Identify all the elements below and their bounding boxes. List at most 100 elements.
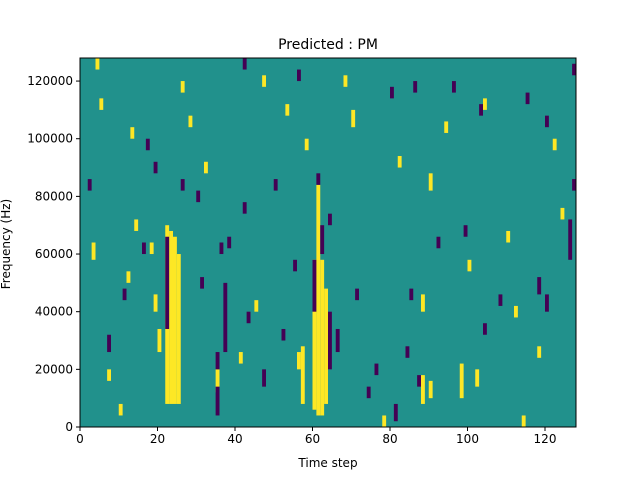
heatmap-cell-high: [238, 352, 243, 364]
heatmap-cell-low: [219, 242, 224, 255]
heatmap-cell-high: [475, 369, 480, 387]
heatmap-cell-low: [545, 294, 549, 312]
heatmap-cell-low: [390, 86, 394, 99]
heatmap-cell-high: [297, 352, 301, 370]
heatmap-cell-low: [355, 288, 359, 301]
heatmap-cell-low: [165, 236, 170, 329]
heatmap-cell-high: [514, 305, 518, 318]
heatmap-cell-low: [417, 375, 421, 387]
heatmap-cell-high: [421, 294, 425, 312]
heatmap-cell-low: [483, 323, 487, 335]
heatmap-cell-high: [552, 138, 557, 151]
x-tick-label: 120: [534, 432, 557, 446]
heatmap-cell-high: [153, 294, 158, 312]
heatmap-cell-low: [107, 334, 111, 353]
heatmap-cell-high: [149, 242, 154, 255]
heatmap-cell-high: [320, 259, 325, 416]
heatmap-cell-low: [498, 294, 503, 306]
heatmap-cell-low: [246, 311, 251, 324]
heatmap-cell-low: [312, 259, 317, 312]
heatmap-cell-high: [421, 375, 425, 404]
heatmap-cell-low: [122, 288, 127, 301]
heatmap-cell-high: [107, 369, 111, 381]
heatmap-cell-high: [99, 98, 104, 110]
heatmap-cell-high: [134, 219, 139, 231]
x-tick-label: 60: [305, 432, 320, 446]
heatmap-cell-low: [215, 352, 220, 370]
y-tick-label: 60000: [35, 247, 73, 261]
heatmap-cell-low: [196, 190, 201, 203]
heatmap-cell-low: [537, 277, 542, 295]
heatmap-cell-high: [304, 138, 309, 151]
heatmap-cell-high: [521, 415, 526, 427]
heatmap-cell-high: [126, 271, 131, 283]
heatmap-cell-low: [293, 259, 297, 272]
heatmap-cell-high: [506, 230, 511, 243]
heatmap-cell-high: [351, 109, 356, 128]
heatmap-cell-low: [436, 236, 441, 249]
heatmap-cell-high: [254, 300, 259, 312]
heatmap-cell-high: [483, 98, 487, 110]
heatmap-cell-high: [118, 403, 123, 416]
heatmap-cell-high: [204, 161, 208, 174]
heatmap-cell-low: [320, 225, 325, 255]
heatmap-cell-high: [428, 173, 433, 191]
heatmap-cell-high: [316, 184, 321, 416]
heatmap-cell-high: [459, 363, 464, 399]
heatmap-cell-low: [374, 363, 379, 376]
x-tick-label: 40: [227, 432, 242, 446]
heatmap-cell-low: [393, 403, 398, 422]
y-axis: 0 20000 40000 60000 80000 100000 120000: [27, 74, 80, 434]
heatmap-cell-high: [382, 415, 387, 427]
heatmap-cell-low: [242, 202, 247, 214]
y-axis-label: Frequency (Hz): [0, 199, 13, 290]
heatmap-cell-high: [312, 259, 317, 410]
x-tick-label: 100: [456, 432, 479, 446]
x-tick-label: 20: [150, 432, 165, 446]
heatmap-cell-low: [405, 346, 410, 358]
heatmap-cell-low: [463, 225, 468, 237]
heatmap-cell-low: [572, 63, 576, 76]
heatmap-cell-high: [324, 288, 328, 404]
heatmap-cell-high: [188, 115, 193, 128]
chart-title: Predicted : PM: [278, 37, 378, 53]
y-tick-label: 120000: [27, 74, 73, 88]
heatmap-cell-low: [409, 288, 414, 301]
heatmap-cell-low: [87, 179, 92, 191]
heatmap-cell-low: [281, 328, 286, 341]
heatmap-cell-high: [444, 121, 449, 133]
heatmap-cell-high: [157, 328, 162, 353]
heatmap-cell-low: [545, 115, 549, 128]
heatmap-cell-low: [142, 242, 146, 255]
x-tick-label: 80: [382, 432, 397, 446]
y-tick-label: 20000: [35, 362, 73, 376]
heatmap-cell-high: [262, 75, 266, 87]
heatmap-cell-high: [130, 127, 135, 139]
heatmap-cell-low: [262, 369, 266, 387]
heatmap-cell-low: [479, 104, 483, 116]
y-tick-label: 100000: [27, 132, 73, 146]
heatmap-cell-low: [572, 179, 576, 191]
heatmap-cell-low: [366, 386, 371, 399]
heatmap-cell-high: [300, 346, 305, 404]
heatmap-cell-low: [328, 213, 332, 226]
heatmap-cell-low: [328, 311, 332, 370]
heatmap-cell-high: [428, 380, 433, 399]
heatmap-cell-high: [537, 346, 542, 358]
heatmap-cell-high: [180, 81, 185, 93]
heatmap-cell-low: [145, 138, 150, 151]
heatmap-cell-low: [215, 386, 220, 416]
plot-area: [79, 57, 577, 428]
heatmap-cell-low: [452, 81, 456, 93]
heatmap-cell-low: [568, 219, 573, 260]
heatmap-cell-low: [200, 277, 204, 289]
heatmap-cell-low: [227, 236, 232, 249]
axes-frame: [79, 57, 577, 428]
y-tick-label: 40000: [35, 305, 73, 319]
heatmap-cell-low: [223, 282, 228, 353]
heatmap-cell-high: [215, 369, 220, 393]
heatmap-cell-low: [297, 69, 301, 82]
x-axis-label: Time step: [297, 456, 357, 470]
heatmap-cell-high: [173, 236, 177, 404]
